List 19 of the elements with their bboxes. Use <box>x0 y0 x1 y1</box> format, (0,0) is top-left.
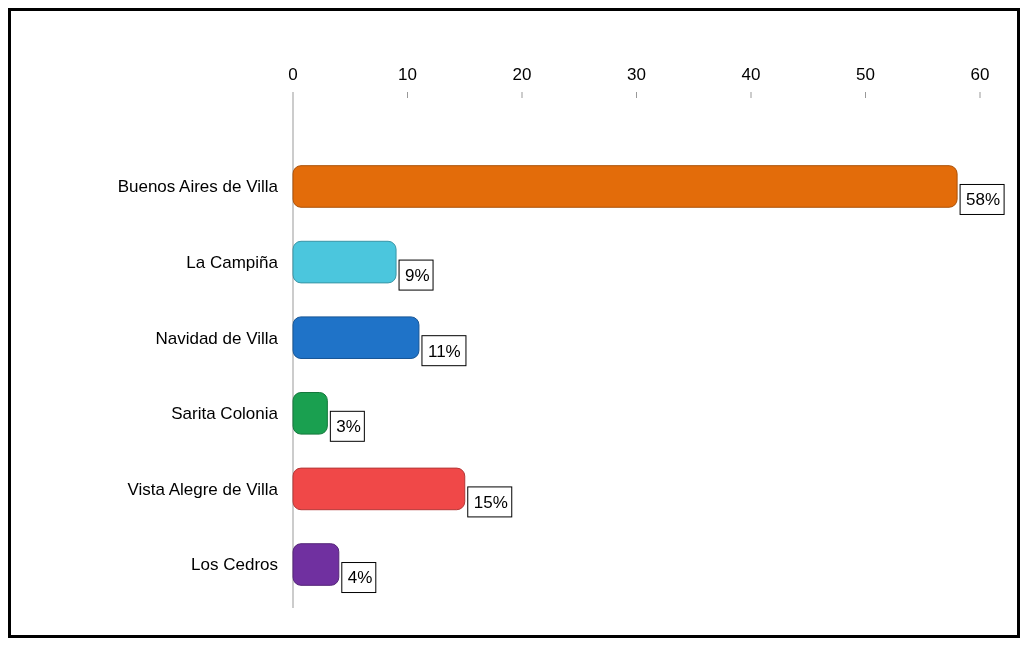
y-tick-label: La Campiña <box>186 253 279 273</box>
x-tick-label: 30 <box>627 65 646 84</box>
x-tick-label: 40 <box>741 65 761 84</box>
data-label: 15% <box>473 492 508 512</box>
y-tick-label: Sarita Colonia <box>171 404 279 424</box>
y-tick-label: Los Cedros <box>191 555 278 575</box>
y-tick-label: Buenos Aires de Villa <box>117 177 279 197</box>
x-tick-label: 20 <box>512 65 532 84</box>
data-label: 58% <box>966 190 1001 210</box>
data-label: 4% <box>347 568 373 588</box>
x-tick-label: 50 <box>856 65 875 84</box>
data-label: 11% <box>427 341 461 361</box>
x-tick-label: 0 <box>288 65 298 84</box>
data-label: 9% <box>405 266 430 286</box>
y-tick-label: Navidad de Villa <box>155 328 279 348</box>
data-label: 3% <box>336 417 361 437</box>
x-tick-label: 10 <box>398 65 417 84</box>
x-tick-label: 60 <box>970 65 990 84</box>
y-tick-label: Vista Alegre de Villa <box>127 479 279 499</box>
